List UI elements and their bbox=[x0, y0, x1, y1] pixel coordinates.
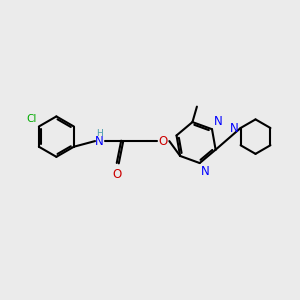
Text: N: N bbox=[95, 135, 104, 148]
Text: O: O bbox=[159, 135, 168, 148]
Text: N: N bbox=[201, 164, 210, 178]
Text: O: O bbox=[113, 168, 122, 181]
Text: Cl: Cl bbox=[26, 113, 37, 124]
Text: N: N bbox=[230, 122, 238, 134]
Text: H: H bbox=[96, 128, 103, 137]
Text: N: N bbox=[214, 115, 222, 128]
